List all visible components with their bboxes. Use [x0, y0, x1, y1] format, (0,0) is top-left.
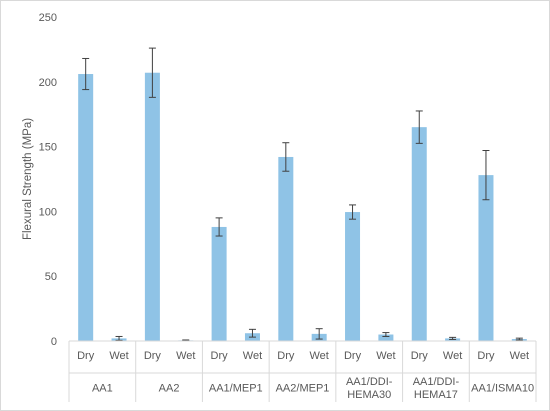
condition-label: Wet — [109, 350, 128, 362]
bar-dry — [78, 74, 94, 342]
condition-label: Dry — [211, 350, 229, 362]
condition-label: Wet — [243, 350, 262, 362]
y-tick-label: 50 — [45, 271, 57, 283]
y-tick-label: 200 — [39, 77, 57, 89]
condition-label: Wet — [176, 350, 195, 362]
condition-label: Wet — [443, 350, 462, 362]
bar-dry — [278, 156, 294, 341]
condition-label: Dry — [411, 350, 429, 362]
bar-dry — [211, 226, 227, 341]
group-label: AA1/MEP1 — [209, 383, 263, 395]
bar-dry — [144, 72, 160, 341]
condition-label: Dry — [344, 350, 362, 362]
y-tick-label: 0 — [51, 336, 57, 348]
group-label: HEMA17 — [414, 389, 458, 401]
bar-dry — [345, 212, 361, 341]
condition-label: Dry — [477, 350, 495, 362]
y-tick-label: 250 — [39, 12, 57, 24]
condition-label: Wet — [510, 350, 529, 362]
group-label: AA1/DDI- — [346, 376, 393, 388]
condition-label: Dry — [77, 350, 95, 362]
condition-label: Dry — [277, 350, 295, 362]
group-label: AA1/DDI- — [413, 376, 460, 388]
condition-label: Wet — [309, 350, 328, 362]
condition-label: Dry — [144, 350, 162, 362]
group-label: AA1 — [92, 383, 113, 395]
condition-label: Wet — [376, 350, 395, 362]
y-axis-title: Flexural Strength (MPa) — [22, 118, 34, 240]
y-tick-label: 150 — [39, 142, 57, 154]
group-label: HEMA30 — [347, 389, 391, 401]
group-label: AA2 — [159, 383, 180, 395]
y-tick-label: 100 — [39, 206, 57, 218]
bar-dry — [411, 127, 427, 341]
bar-dry — [478, 175, 494, 341]
group-label: AA2/MEP1 — [276, 383, 330, 395]
group-label: AA1/ISMA10 — [471, 383, 534, 395]
bar-wet — [378, 334, 394, 341]
